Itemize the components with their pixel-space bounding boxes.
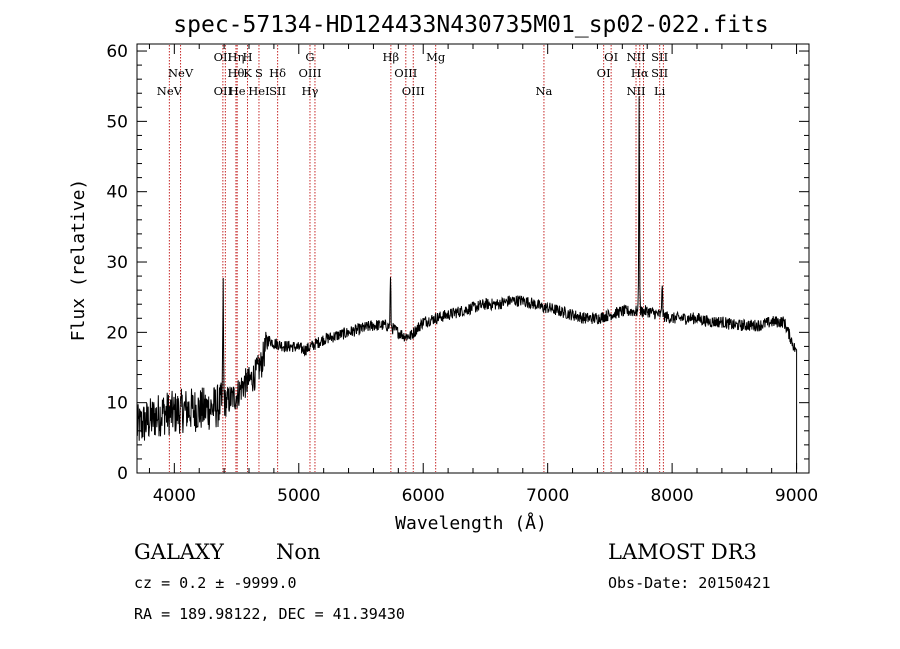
- marker-label: HeI: [248, 84, 269, 98]
- marker-label: NeV: [157, 84, 183, 98]
- chart-title: spec-57134-HD124433N430735M01_sp02-022.f…: [173, 12, 768, 38]
- y-tick-label: 30: [106, 253, 128, 273]
- marker-label: S: [255, 66, 263, 80]
- y-tick-label: 60: [106, 42, 128, 62]
- marker-label: NII: [626, 84, 645, 98]
- x-tick-label: 4000: [153, 486, 196, 506]
- marker-label: SII: [651, 50, 668, 64]
- y-tick-labels: 0 10 20 30 40 50 60: [106, 42, 128, 484]
- marker-label: Hθ: [227, 66, 244, 80]
- marker-label: Li: [654, 84, 666, 98]
- obs-date-text: Obs-Date: 20150421: [608, 574, 771, 592]
- x-tick-label: 7000: [526, 486, 569, 506]
- marker-label: OIII: [394, 66, 417, 80]
- marker-label: Hη: [227, 50, 244, 64]
- object-subclass: Non: [276, 540, 321, 564]
- marker-label: H: [242, 50, 252, 64]
- marker-label: Hγ: [302, 84, 319, 98]
- marker-label: G: [305, 50, 314, 64]
- survey-name: LAMOST DR3: [608, 540, 757, 564]
- marker-label: OI: [597, 66, 611, 80]
- marker-label: OIII: [402, 84, 425, 98]
- marker-label: Mg: [426, 50, 446, 64]
- marker-lines: [168, 45, 664, 472]
- x-tick-label: 8000: [650, 486, 693, 506]
- y-tick-label: 10: [106, 394, 128, 414]
- plot-frame: [136, 43, 810, 474]
- marker-label: OIII: [298, 66, 321, 80]
- marker-label: OII: [214, 84, 233, 98]
- marker-label: NII: [626, 50, 645, 64]
- marker-label: He: [229, 84, 246, 98]
- y-tick-label: 50: [106, 112, 128, 132]
- marker-label: SII: [651, 66, 668, 80]
- y-axis-label: Flux (relative): [68, 179, 89, 342]
- spectrum-series: [136, 96, 798, 470]
- x-tick-label: 6000: [402, 486, 445, 506]
- marker-label: Na: [535, 84, 552, 98]
- marker-label: OII: [214, 50, 233, 64]
- x-tick-labels: 4000 5000 6000 7000 8000 9000: [153, 486, 818, 506]
- marker-label: SII: [269, 84, 286, 98]
- marker-label: NeV: [168, 66, 194, 80]
- redshift-text: cz = 0.2 ± -9999.0: [134, 574, 297, 592]
- axis-ticks: [137, 44, 809, 474]
- marker-label: Hα: [631, 66, 649, 80]
- y-tick-label: 20: [106, 323, 128, 343]
- x-tick-label: 5000: [277, 486, 320, 506]
- marker-label: Hβ: [383, 50, 400, 64]
- marker-label: Hδ: [269, 66, 286, 80]
- marker-label: K: [243, 66, 252, 80]
- spectrum-line: [136, 96, 798, 470]
- object-class: GALAXY: [134, 540, 225, 564]
- marker-label: OI: [604, 50, 618, 64]
- x-tick-label: 9000: [775, 486, 818, 506]
- coords-text: RA = 189.98122, DEC = 41.39430: [134, 605, 405, 623]
- y-tick-label: 40: [106, 183, 128, 203]
- y-tick-label: 0: [117, 464, 128, 484]
- x-axis-label: Wavelength (Å): [395, 512, 547, 534]
